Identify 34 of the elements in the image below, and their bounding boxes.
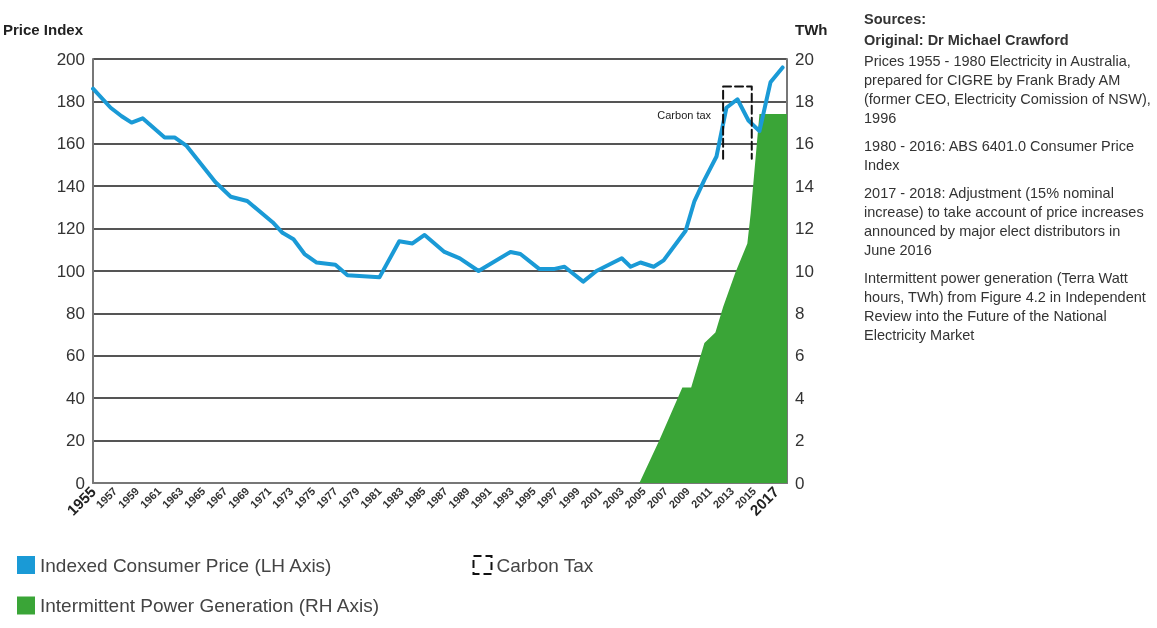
text: Original: Dr Michael Crawford xyxy=(864,31,1070,50)
text: 2017 - 2018: Adjustment (15% nominal increase) to take account of price increases announced by major elect distributors in June 2016 xyxy=(864,184,1145,260)
legend-label: Indexed Consumer Price (LH Axis) xyxy=(40,554,332,576)
y2-tick-label: 4 xyxy=(795,388,805,408)
line-series xyxy=(91,65,785,284)
y2-axis-title: TWh xyxy=(795,21,828,38)
y2-tick-label: 16 xyxy=(795,134,814,154)
y2-tick-label: 18 xyxy=(795,91,814,111)
annotation: Carbon tax xyxy=(657,108,712,121)
y2-tick-label: 2 xyxy=(795,431,805,451)
y-tick-label: 160 xyxy=(56,134,86,154)
text: Intermittent power generation (Terra Watt hours, TWh) from Figure 4.2 in Independent Review into the Future of the National Electricity Market xyxy=(864,269,1147,345)
y-tick-label: 120 xyxy=(56,219,86,239)
y-tick-label: 200 xyxy=(56,49,86,69)
y-tick-label: 60 xyxy=(66,346,86,366)
y-tick-label: 40 xyxy=(66,388,86,408)
y2-tick-label: 6 xyxy=(795,346,805,366)
text: Prices 1955 - 1980 Electricity in Australia, prepared for CIGRE by Frank Brady AM (former CEO, Electricity Comission of NSW), 1996 xyxy=(864,52,1152,128)
legend-label: Carbon Tax xyxy=(496,554,594,576)
y-tick-label: 20 xyxy=(66,431,86,451)
y-tick-label: 80 xyxy=(66,303,86,323)
y-tick-label: 140 xyxy=(56,176,86,196)
source-note: Sources: xyxy=(864,10,928,29)
legend-label: Intermittent Power Generation (RH Axis) xyxy=(40,595,379,616)
y-tick-label: 100 xyxy=(56,261,86,281)
y2-tick-label: 12 xyxy=(795,219,814,239)
y2-tick-label: 14 xyxy=(795,176,814,196)
text: 1980 - 2016: ABS 6401.0 Consumer Price Index xyxy=(864,137,1136,175)
y2-tick-label: 8 xyxy=(795,303,805,323)
y2-tick-label: 0 xyxy=(795,473,805,493)
y2-tick-label: 20 xyxy=(795,49,814,69)
y-tick-label: 180 xyxy=(56,91,86,111)
y-axis-title: Price Index xyxy=(2,21,84,38)
y2-tick-label: 10 xyxy=(795,261,814,281)
